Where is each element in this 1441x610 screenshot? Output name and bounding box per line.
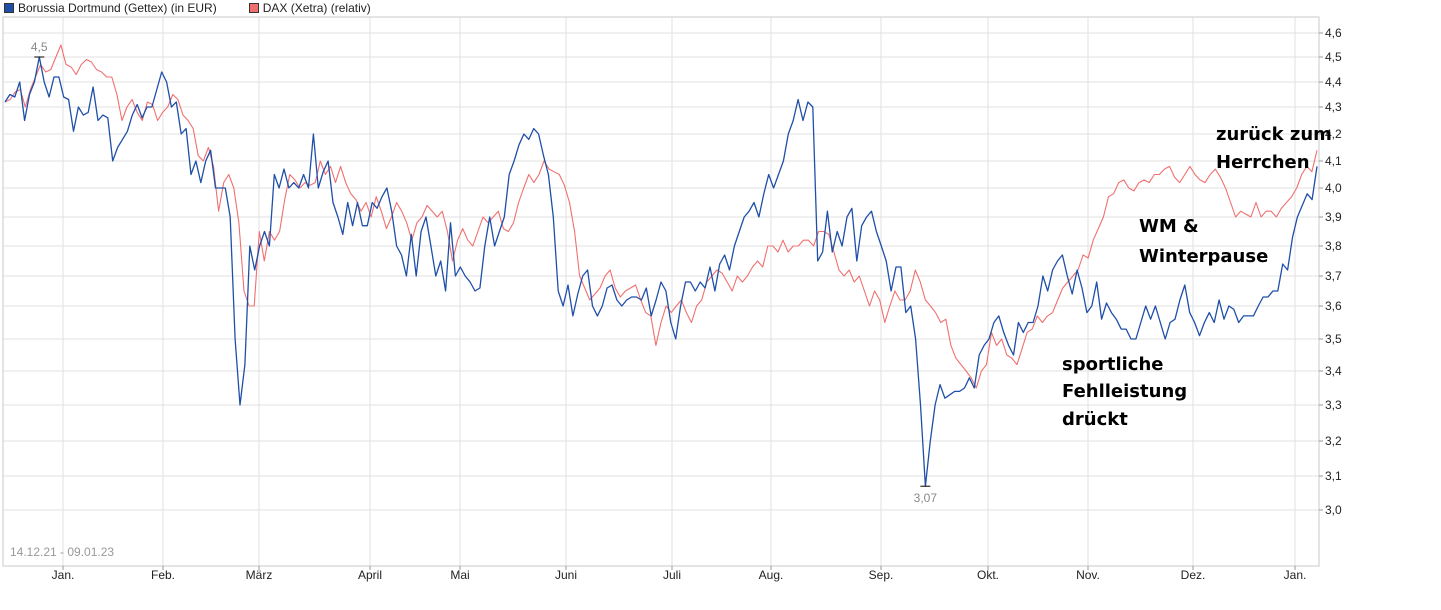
y-tick-label: 3,2 xyxy=(1325,434,1342,448)
series-lines xyxy=(4,44,1318,487)
y-tick-label: 3,0 xyxy=(1325,503,1342,517)
x-tick-label: März xyxy=(246,568,273,582)
y-tick-label: 3,6 xyxy=(1325,299,1342,313)
x-tick-label: Okt. xyxy=(977,568,999,582)
y-tick-label: 3,3 xyxy=(1325,398,1342,412)
annotation-line: drückt xyxy=(1062,409,1128,430)
x-tick-label: Dez. xyxy=(1181,568,1206,582)
annotation-line: sportliche xyxy=(1062,354,1163,375)
max-label: 4,5 xyxy=(31,40,48,54)
legend-label-dax: DAX (Xetra) (relativ) xyxy=(262,1,371,15)
grid-lines xyxy=(3,17,1319,566)
x-tick-label: Mai xyxy=(450,568,469,582)
legend-swatch-bvb xyxy=(4,3,14,13)
annotation-line: zurück zum xyxy=(1216,124,1332,145)
chart-legend: Borussia Dortmund (Gettex) (in EUR) DAX … xyxy=(0,0,399,16)
y-tick-label: 4,3 xyxy=(1325,100,1342,114)
x-axis-ticks: Jan. Feb. März April Mai Juni Juli Aug. Sep. Okt.… xyxy=(52,566,1307,582)
x-tick-label: Feb. xyxy=(151,568,175,582)
y-tick-label: 4,2 xyxy=(1325,127,1342,141)
annotation-sportliche: sportliche Fehlleistung drückt xyxy=(1062,354,1187,430)
x-tick-label: Jan. xyxy=(1284,568,1307,582)
plot-frame xyxy=(2,16,1320,567)
legend-swatch-dax xyxy=(248,3,259,13)
min-label: 3,07 xyxy=(914,491,938,505)
series-line-bvb xyxy=(4,56,1318,487)
legend-item-bvb[interactable]: Borussia Dortmund (Gettex) (in EUR) xyxy=(0,1,217,15)
x-tick-label: Sep. xyxy=(869,568,894,582)
x-tick-label: Aug. xyxy=(759,568,784,582)
y-tick-label: 4,6 xyxy=(1325,26,1342,40)
y-tick-label: 4,1 xyxy=(1325,154,1342,168)
y-tick-label: 3,1 xyxy=(1325,469,1342,483)
y-tick-label: 3,9 xyxy=(1325,210,1342,224)
x-tick-label: April xyxy=(358,568,382,582)
y-tick-label: 3,4 xyxy=(1325,364,1342,378)
annotation-line: Fehlleistung xyxy=(1062,381,1187,402)
y-tick-label: 4,4 xyxy=(1325,75,1342,89)
annotation-line: WM & xyxy=(1139,216,1199,237)
legend-item-dax[interactable]: DAX (Xetra) (relativ) xyxy=(245,1,371,15)
x-tick-label: Juni xyxy=(555,568,577,582)
annotation-line: Herrchen xyxy=(1216,152,1310,173)
y-tick-label: 3,8 xyxy=(1325,239,1342,253)
series-line-dax xyxy=(4,44,1318,389)
y-tick-label: 4,0 xyxy=(1325,181,1342,195)
y-tick-label: 3,7 xyxy=(1325,269,1342,283)
x-tick-label: Nov. xyxy=(1076,568,1100,582)
y-axis-ticks: 3,0 3,1 3,2 3,3 3,4 3,5 3,6 3,7 3,8 3,9 4,0 4,1 4,2 4… xyxy=(1319,26,1342,517)
extreme-markers: 4,5 3,07 xyxy=(31,40,937,505)
date-range-label: 14.12.21 - 09.01.23 xyxy=(10,545,114,559)
annotation-herrchen: zurück zum Herrchen xyxy=(1216,124,1332,173)
annotation-line: Winterpause xyxy=(1139,246,1268,267)
y-tick-label: 3,5 xyxy=(1325,332,1342,346)
x-tick-label: Jan. xyxy=(52,568,75,582)
y-tick-label: 4,5 xyxy=(1325,50,1342,64)
x-tick-label: Juli xyxy=(663,568,681,582)
annotation-wm: WM & Winterpause xyxy=(1139,216,1268,267)
legend-label-bvb: Borussia Dortmund (Gettex) (in EUR) xyxy=(18,1,217,15)
